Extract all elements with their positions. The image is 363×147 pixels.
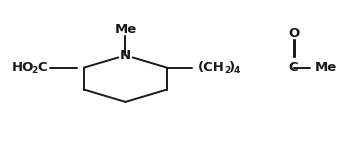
- Text: 4: 4: [234, 66, 240, 75]
- Text: C: C: [37, 61, 47, 74]
- Text: ): ): [229, 61, 235, 74]
- Text: O: O: [288, 27, 299, 40]
- Text: Me: Me: [315, 61, 337, 74]
- Text: N: N: [120, 49, 131, 62]
- Text: (CH: (CH: [198, 61, 225, 74]
- Text: HO: HO: [12, 61, 34, 74]
- Text: Me: Me: [114, 23, 136, 36]
- Text: 2: 2: [32, 66, 38, 75]
- Text: 2: 2: [224, 66, 230, 75]
- Text: C: C: [289, 61, 298, 74]
